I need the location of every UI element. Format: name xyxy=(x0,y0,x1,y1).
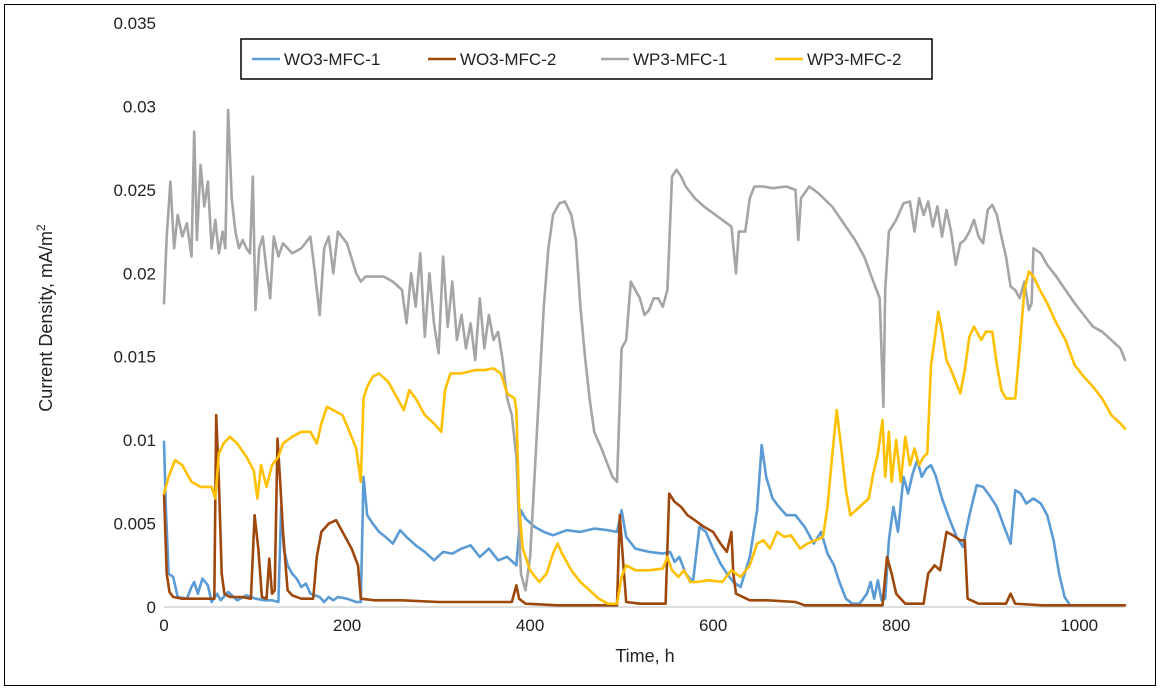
y-tick-label: 0.015 xyxy=(113,348,156,367)
x-tick-label: 0 xyxy=(159,616,168,635)
legend-label: WO3-MFC-2 xyxy=(460,50,556,69)
series-line-wp3-mfc-2 xyxy=(162,270,1127,605)
y-axis-ticks: 0 0.005 0.01 0.015 0.02 0.025 0.03 0.035 xyxy=(113,14,156,617)
y-axis-title: Current Density, mA/m2 xyxy=(34,224,56,412)
svg-text:Current Density, mA/m2: Current Density, mA/m2 xyxy=(34,224,56,412)
x-tick-label: 400 xyxy=(516,616,544,635)
legend-label: WP3-MFC-1 xyxy=(633,50,727,69)
legend-label: WP3-MFC-2 xyxy=(807,50,901,69)
x-tick-label: 200 xyxy=(333,616,361,635)
y-tick-label: 0 xyxy=(147,598,156,617)
series-line-wo3-mfc-1 xyxy=(162,440,1090,607)
x-tick-label: 1000 xyxy=(1060,616,1098,635)
x-tick-label: 800 xyxy=(882,616,910,635)
y-tick-label: 0.02 xyxy=(123,264,156,283)
x-axis-title: Time, h xyxy=(615,646,674,666)
x-tick-label: 600 xyxy=(699,616,727,635)
chart-frame xyxy=(4,4,1156,686)
y-tick-label: 0.025 xyxy=(113,181,156,200)
y-tick-label: 0.03 xyxy=(123,97,156,116)
legend-box xyxy=(240,38,933,80)
y-axis-title-main: Current Density, mA/m xyxy=(36,231,56,412)
legend-label: WO3-MFC-1 xyxy=(284,50,380,69)
y-axis-title-sup: 2 xyxy=(34,224,48,231)
y-tick-label: 0.005 xyxy=(113,515,156,534)
series-layer xyxy=(162,108,1127,607)
y-tick-label: 0.035 xyxy=(113,14,156,33)
y-tick-label: 0.01 xyxy=(123,431,156,450)
series-line-wp3-mfc-1 xyxy=(162,108,1127,592)
series-line-wo3-mfc-2 xyxy=(162,413,1127,607)
legend: WO3-MFC-1 WO3-MFC-2 WP3-MFC-1 WP3-MFC-2 xyxy=(240,38,933,80)
x-axis-ticks: 0 200 400 600 800 1000 xyxy=(159,616,1098,635)
